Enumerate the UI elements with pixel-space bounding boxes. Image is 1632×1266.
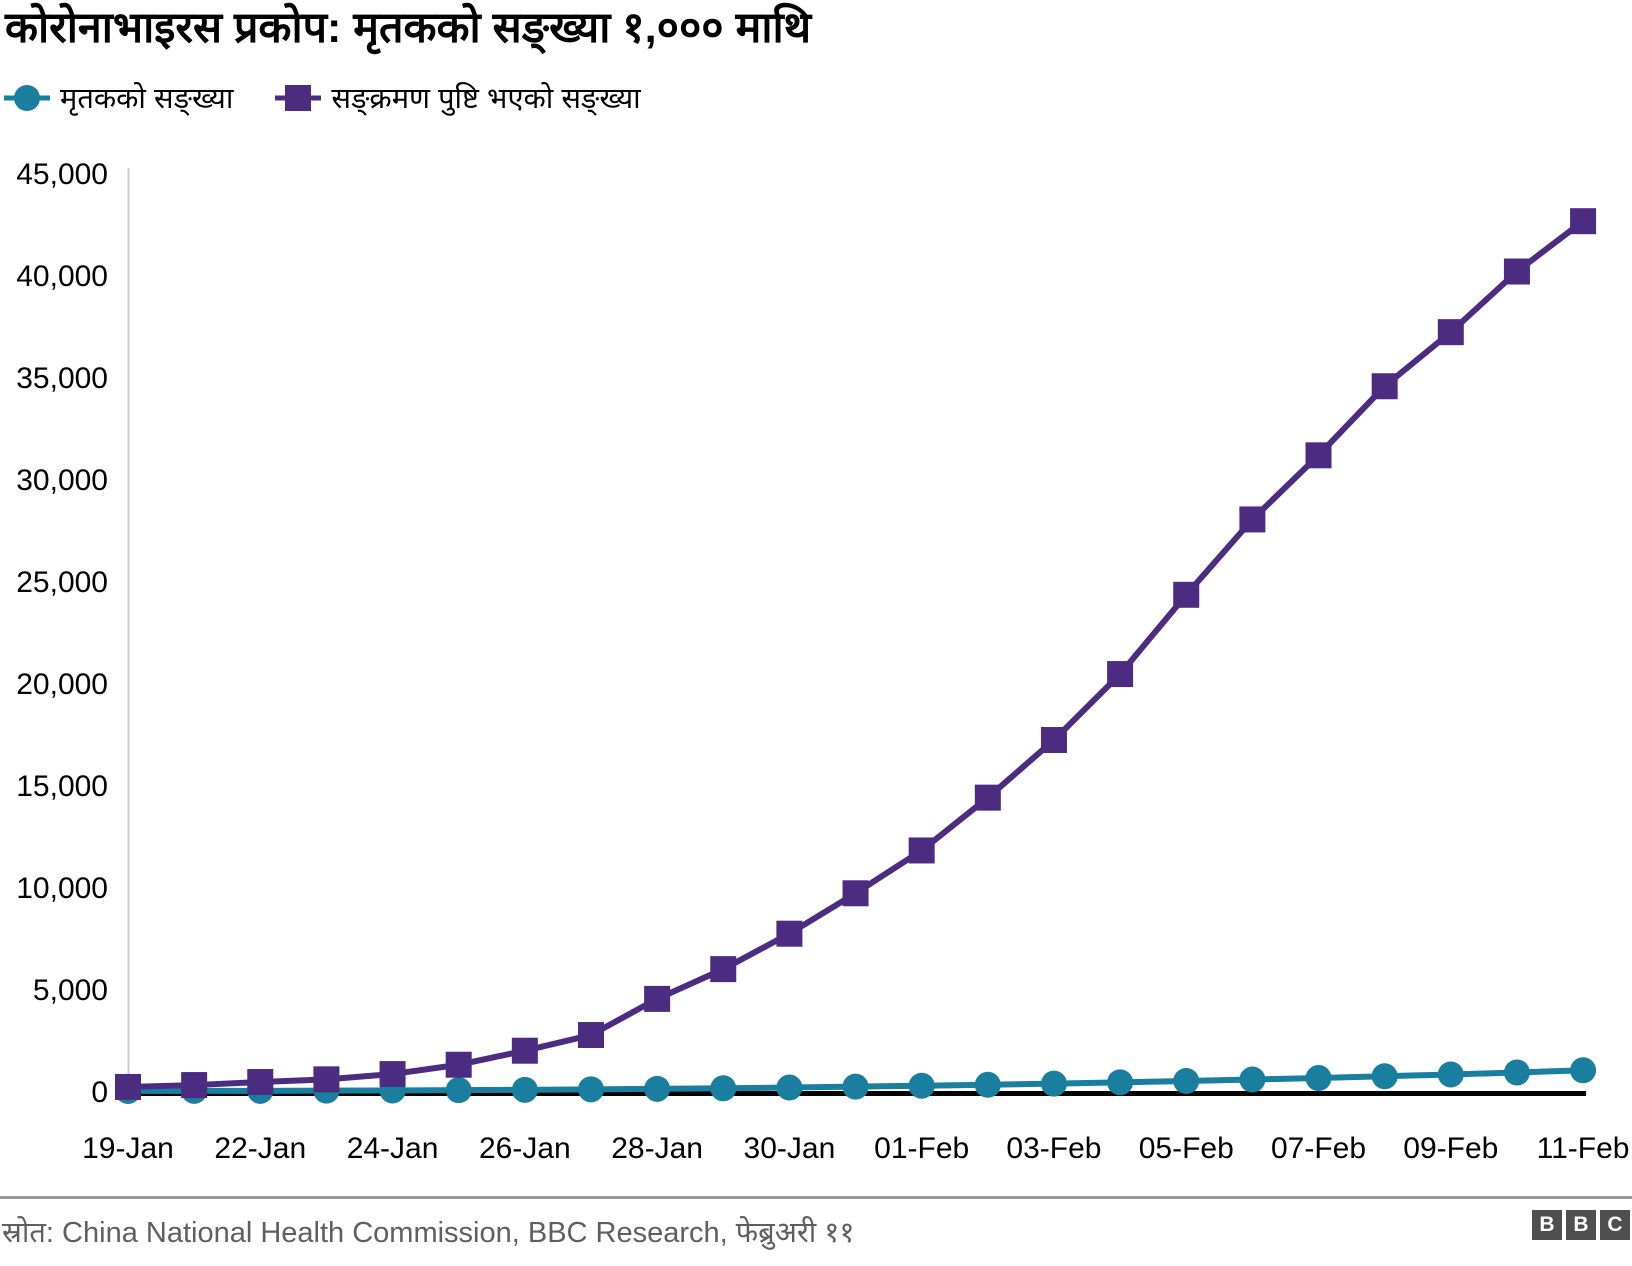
data-point-marker bbox=[776, 920, 803, 947]
x-tick-label: 30-Jan bbox=[744, 1132, 836, 1165]
bbc-logo-block: C bbox=[1600, 1210, 1630, 1240]
x-tick-label: 11-Feb bbox=[1537, 1132, 1630, 1165]
data-point-marker bbox=[1239, 1066, 1266, 1093]
data-point-marker bbox=[1173, 1068, 1200, 1095]
data-point-marker bbox=[181, 1072, 208, 1099]
plot-area: 0 5,000 10,000 15,000 20,000 25,000 30,000 35,0… bbox=[16, 158, 1629, 1165]
data-point-marker bbox=[1305, 1065, 1332, 1092]
y-tick-label: 35,000 bbox=[16, 362, 108, 395]
data-point-marker bbox=[1371, 1063, 1398, 1090]
data-point-marker bbox=[577, 1076, 604, 1103]
footer-divider bbox=[0, 1196, 1632, 1199]
data-point-marker bbox=[445, 1051, 472, 1078]
y-tick-label: 40,000 bbox=[16, 260, 108, 293]
x-tick-label: 07-Feb bbox=[1271, 1132, 1366, 1165]
data-point-marker bbox=[1371, 373, 1398, 400]
data-point-marker bbox=[577, 1022, 604, 1049]
data-point-marker bbox=[379, 1061, 406, 1088]
data-point-marker bbox=[1239, 506, 1266, 533]
data-point-marker bbox=[511, 1037, 538, 1064]
bbc-logo-block: B bbox=[1532, 1210, 1562, 1240]
data-point-marker bbox=[1107, 1069, 1134, 1096]
x-tick-label: 22-Jan bbox=[214, 1132, 306, 1165]
legend-item-deaths: मृतकको सङ्ख्या bbox=[4, 78, 233, 117]
data-point-marker bbox=[1570, 1057, 1597, 1084]
x-tick-label: 09-Feb bbox=[1403, 1132, 1498, 1165]
legend-label-deaths: मृतकको सङ्ख्या bbox=[60, 83, 234, 115]
x-tick-label: 19-Jan bbox=[82, 1132, 174, 1165]
data-point-marker bbox=[1107, 661, 1134, 688]
data-point-marker bbox=[776, 1074, 803, 1101]
deaths-series-marker-icon bbox=[4, 84, 50, 111]
data-point-marker bbox=[1503, 258, 1530, 285]
data-point-marker bbox=[908, 1072, 935, 1099]
data-point-marker bbox=[974, 1071, 1001, 1098]
line-chart: 0 5,000 10,000 15,000 20,000 25,000 30,000 35,0… bbox=[16, 158, 1629, 1165]
legend: मृतकको सङ्ख्या सङ्क्रमण पुष्टि भएको सङ्ख… bbox=[4, 78, 641, 117]
data-point-marker bbox=[842, 1073, 869, 1100]
data-point-marker bbox=[710, 956, 737, 983]
y-tick-label: 0 bbox=[91, 1076, 108, 1109]
data-point-marker bbox=[445, 1077, 472, 1104]
y-tick-label: 15,000 bbox=[16, 770, 108, 803]
bbc-logo: B B C bbox=[1532, 1210, 1630, 1240]
x-tick-label: 01-Feb bbox=[874, 1132, 969, 1165]
legend-item-confirmed: सङ्क्रमण पुष्टि भएको सङ्ख्या bbox=[275, 78, 641, 117]
data-point-marker bbox=[710, 1075, 737, 1102]
data-point-marker bbox=[842, 880, 869, 907]
data-point-marker bbox=[1570, 208, 1597, 235]
data-point-marker bbox=[908, 837, 935, 864]
data-point-marker bbox=[247, 1069, 274, 1096]
x-tick-label: 05-Feb bbox=[1139, 1132, 1234, 1165]
data-point-marker bbox=[1173, 581, 1200, 608]
data-point-marker bbox=[115, 1073, 141, 1100]
y-tick-label: 45,000 bbox=[16, 158, 108, 191]
confirmed-series-marker-icon bbox=[275, 84, 322, 111]
data-point-marker bbox=[1040, 727, 1067, 754]
y-tick-label: 20,000 bbox=[16, 668, 108, 701]
data-point-marker bbox=[644, 1075, 671, 1102]
data-point-marker bbox=[1503, 1059, 1530, 1086]
y-tick-label: 5,000 bbox=[33, 974, 108, 1007]
source-text: स्रोत: China National Health Commission,… bbox=[2, 1217, 855, 1249]
chart-title: कोरोनाभाइरस प्रकोप: मृतकको सङ्ख्या १,०००… bbox=[5, 4, 812, 52]
x-tick-label: 24-Jan bbox=[347, 1132, 439, 1165]
y-tick-label: 25,000 bbox=[16, 566, 108, 599]
data-point-marker bbox=[511, 1076, 538, 1103]
data-point-marker bbox=[1437, 1061, 1464, 1088]
y-tick-label: 10,000 bbox=[16, 872, 108, 905]
data-point-marker bbox=[644, 985, 671, 1012]
data-point-marker bbox=[974, 784, 1001, 811]
data-point-marker bbox=[1305, 442, 1332, 469]
bbc-logo-block: B bbox=[1566, 1210, 1596, 1240]
data-point-marker bbox=[1040, 1070, 1067, 1097]
data-point-marker bbox=[313, 1066, 340, 1093]
x-tick-label: 03-Feb bbox=[1006, 1132, 1101, 1165]
series-line-confirmed bbox=[127, 218, 1585, 1090]
legend-label-confirmed: सङ्क्रमण पुष्टि भएको सङ्ख्या bbox=[331, 83, 641, 115]
x-tick-label: 28-Jan bbox=[611, 1132, 703, 1165]
data-point-marker bbox=[1437, 319, 1464, 346]
y-tick-label: 30,000 bbox=[16, 464, 108, 497]
x-tick-label: 26-Jan bbox=[479, 1132, 571, 1165]
